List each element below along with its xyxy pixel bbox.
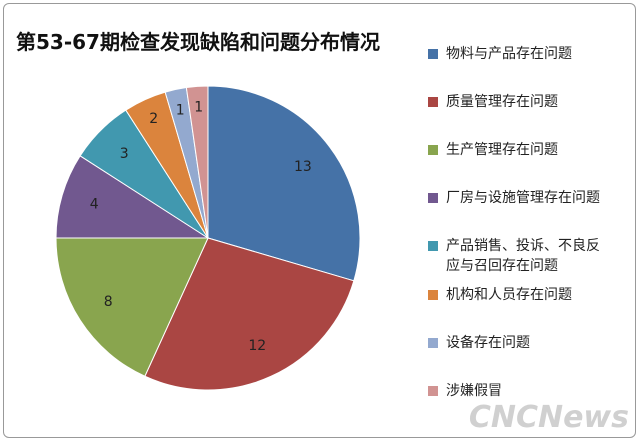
pie-slice — [144, 237, 355, 391]
legend-item: 厂房与设施管理存在问题 — [428, 188, 611, 208]
legend-swatch — [428, 241, 438, 251]
legend-label: 生产管理存在问题 — [446, 142, 558, 158]
pie-slice — [55, 155, 210, 239]
chart-title: 第53-67期检查发现缺陷和问题分布情况 — [16, 30, 380, 54]
data-label: 2 — [149, 111, 158, 127]
legend-item: 设备存在问题 — [428, 333, 611, 353]
data-label: 8 — [104, 294, 113, 310]
legend-swatch — [428, 338, 438, 348]
legend-label: 产品销售、投诉、不良反应与召回存在问题 — [446, 238, 600, 274]
pie-slice — [207, 85, 361, 282]
legend-swatch — [428, 97, 438, 107]
legend-item: 涉嫌假冒 — [428, 381, 611, 401]
legend-swatch — [428, 193, 438, 203]
legend-swatch — [428, 49, 438, 59]
legend-item: 生产管理存在问题 — [428, 140, 611, 160]
data-label: 1 — [194, 100, 203, 116]
legend-label: 质量管理存在问题 — [446, 94, 558, 110]
legend-label: 物料与产品存在问题 — [446, 46, 572, 62]
legend-label: 机构和人员存在问题 — [446, 287, 572, 303]
legend-item: 机构和人员存在问题 — [428, 285, 611, 305]
pie-slice — [55, 237, 209, 377]
frame — [3, 3, 636, 438]
legend-label: 设备存在问题 — [446, 335, 530, 351]
pie-slice — [185, 85, 209, 239]
legend-label: 厂房与设施管理存在问题 — [446, 190, 600, 206]
legend-label: 涉嫌假冒 — [446, 383, 502, 399]
legend-item: 产品销售、投诉、不良反应与召回存在问题 — [428, 236, 611, 276]
legend-swatch — [428, 145, 438, 155]
data-label: 3 — [120, 146, 129, 162]
legend-swatch — [428, 386, 438, 396]
data-label: 13 — [294, 159, 312, 175]
data-label: 12 — [248, 338, 266, 354]
data-label: 4 — [90, 197, 99, 213]
legend-item: 物料与产品存在问题 — [428, 44, 611, 64]
data-label: 1 — [176, 102, 185, 118]
legend-swatch — [428, 290, 438, 300]
legend-item: 质量管理存在问题 — [428, 92, 611, 112]
watermark: CNCNews — [468, 400, 629, 435]
